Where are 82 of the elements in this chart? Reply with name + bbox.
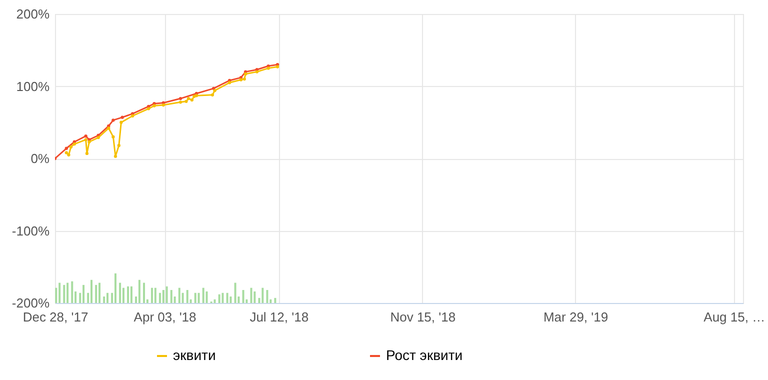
bar (103, 296, 106, 303)
bar (170, 290, 172, 303)
point (120, 116, 124, 119)
bar (194, 292, 196, 303)
bar (230, 296, 232, 303)
point (178, 96, 182, 100)
bar (150, 288, 153, 303)
point (210, 93, 214, 96)
point (114, 154, 118, 158)
point (112, 135, 115, 138)
bar (127, 286, 130, 303)
bar (58, 282, 61, 303)
bar (95, 284, 98, 303)
bar (274, 298, 276, 303)
bar (266, 290, 268, 303)
point (84, 134, 88, 138)
bar (186, 290, 188, 303)
bar (214, 299, 216, 303)
point (244, 72, 248, 76)
point (186, 96, 190, 100)
x-tick-label: Mar 29, '19 (543, 310, 608, 324)
point (72, 142, 76, 146)
bar (106, 292, 108, 303)
point (64, 146, 68, 150)
y-tick-label: 200% (16, 6, 50, 22)
bar (226, 292, 228, 303)
bar (202, 288, 204, 303)
y-tick-label: -100% (12, 223, 50, 238)
legend-label: Рост эквити (386, 347, 463, 363)
point (64, 151, 68, 154)
point (96, 136, 100, 140)
x-tick-label: Aug 15, … (704, 310, 766, 324)
bar (158, 292, 161, 303)
legend-label: эквити (173, 347, 216, 363)
bar (138, 280, 140, 303)
point (190, 98, 194, 102)
bar (114, 273, 116, 303)
point (213, 89, 216, 92)
bar (82, 284, 85, 303)
x-tick-label: Dec 28, '17 (22, 310, 88, 324)
y-tick-label: 100% (16, 78, 50, 94)
point (120, 120, 123, 124)
point (162, 103, 165, 107)
x-tick-label: Nov 15, '18 (390, 310, 456, 324)
x-tick-label: Jul 12, '18 (250, 310, 309, 324)
bar (262, 288, 264, 303)
y-tick-label: -200% (12, 296, 50, 310)
bar (222, 292, 224, 303)
bar (218, 294, 220, 303)
point (107, 126, 110, 130)
point (85, 152, 89, 156)
point (112, 118, 115, 122)
point (242, 77, 246, 81)
point (117, 144, 120, 148)
bar (162, 290, 164, 303)
bar (234, 282, 236, 303)
bar (66, 282, 69, 303)
y-tick-label: 0% (30, 151, 50, 166)
bar (250, 288, 252, 303)
bar (166, 286, 168, 303)
bar (142, 282, 145, 303)
bar (98, 282, 100, 303)
bar (178, 288, 180, 303)
bar (71, 281, 74, 303)
bar (119, 282, 122, 303)
bar (130, 286, 132, 303)
point (178, 100, 182, 104)
bar (254, 291, 256, 303)
bar (242, 290, 244, 303)
point (84, 138, 88, 142)
x-tick-label: Apr 03, '18 (134, 310, 196, 324)
bar (90, 280, 93, 303)
point (194, 94, 198, 98)
bar (154, 288, 156, 303)
point (266, 66, 270, 70)
point (228, 81, 232, 84)
bar (198, 292, 200, 303)
point (67, 153, 70, 156)
point (184, 100, 188, 103)
bar (206, 291, 208, 303)
point (146, 107, 150, 110)
point (69, 145, 73, 149)
